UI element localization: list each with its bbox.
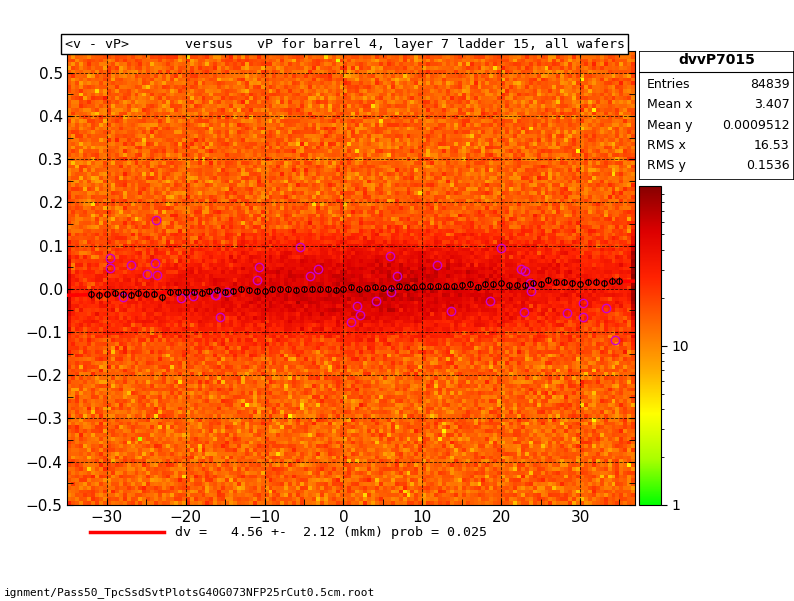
Text: Entries: Entries: [647, 78, 691, 91]
Text: <v - vP>       versus   vP for barrel 4, layer 7 ladder 15, all wafers: <v - vP> versus vP for barrel 4, layer 7…: [64, 38, 625, 50]
Text: 84839: 84839: [750, 78, 789, 91]
Text: RMS x: RMS x: [647, 139, 686, 151]
Text: 0.1536: 0.1536: [746, 159, 789, 172]
Text: 16.53: 16.53: [754, 139, 789, 151]
Text: RMS y: RMS y: [647, 159, 686, 172]
Text: 0.0009512: 0.0009512: [722, 118, 789, 132]
Text: 3.407: 3.407: [754, 99, 789, 111]
Text: dv =   4.56 +-  2.12 (mkm) prob = 0.025: dv = 4.56 +- 2.12 (mkm) prob = 0.025: [175, 526, 488, 539]
Text: Mean x: Mean x: [647, 99, 692, 111]
Text: ignment/Pass50_TpcSsdSvtPlotsG40G073NFP25rCut0.5cm.root: ignment/Pass50_TpcSsdSvtPlotsG40G073NFP2…: [4, 587, 376, 598]
Text: dvvP7015: dvvP7015: [678, 53, 755, 67]
Text: Mean y: Mean y: [647, 118, 692, 132]
